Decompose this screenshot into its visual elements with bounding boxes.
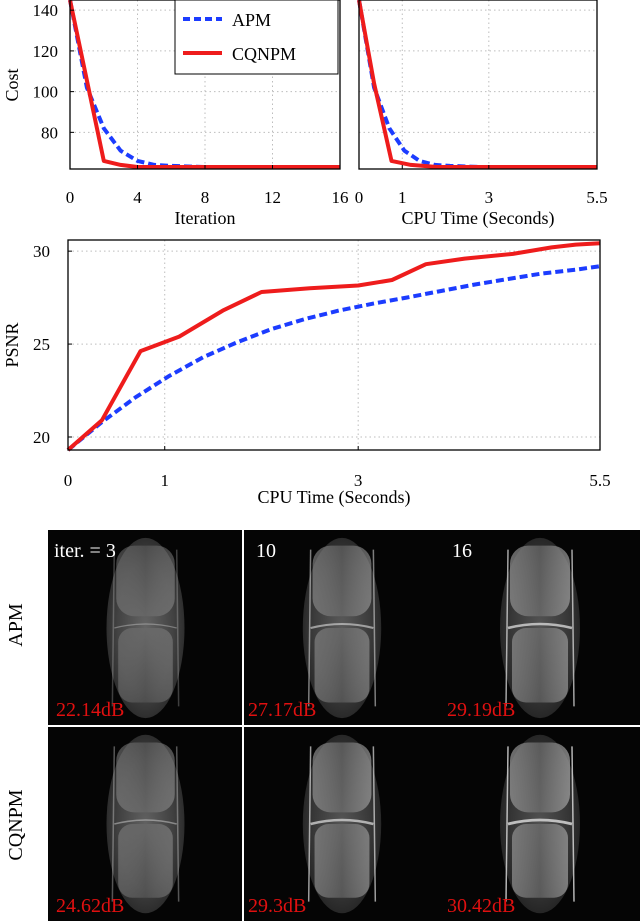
iteration-label: iter. = 3 [54, 540, 116, 562]
tibia-shape [314, 824, 370, 898]
x-tick-label: 4 [133, 188, 142, 207]
y-axis-label: PSNR [2, 322, 22, 367]
tibia-shape [314, 628, 370, 703]
tibia-shape [118, 824, 173, 898]
cost-vs-cpu-time-chart: 0 1 3 5.5 CPU Time (Seconds) [355, 0, 608, 229]
legend-box [174, 0, 339, 75]
row-label-apm: APM [5, 603, 27, 647]
legend-label-cqnpm: CQNPM [232, 44, 296, 64]
psnr-value: 29.19dB [447, 699, 515, 721]
x-tick-label: 0 [66, 188, 75, 207]
x-tick-label: 1 [398, 188, 407, 207]
y-tick-label: 30 [33, 242, 50, 261]
y-tick-label: 100 [33, 83, 59, 102]
y-axis-label: Cost [2, 68, 22, 101]
tibia-shape [512, 628, 568, 703]
bone-edge [571, 746, 575, 902]
x-tick-label: 12 [264, 188, 281, 207]
tibia-shape [118, 628, 173, 703]
x-axis-label: CPU Time (Seconds) [401, 208, 554, 229]
psnr-value: 30.42dB [447, 895, 515, 917]
psnr-vs-cpu-time-chart: 0 1 3 5.5 20 25 30 CPU Time (Seconds) PSNR [2, 239, 611, 508]
bone-edge [175, 746, 180, 902]
femur-shape [510, 742, 570, 813]
psnr-value: 24.62dB [56, 895, 124, 917]
joint-line [114, 819, 177, 825]
legend-label-apm: APM [232, 10, 271, 30]
bone-edge [307, 746, 312, 902]
iteration-label: 10 [256, 540, 276, 562]
bone-edge [505, 746, 509, 902]
femur-shape [116, 742, 175, 813]
bone-edge [372, 746, 377, 902]
mri-panel [244, 530, 440, 726]
x-tick-label: 3 [354, 471, 363, 490]
bone-edge [111, 746, 116, 902]
series-line-apm [66, 264, 601, 452]
femur-shape [510, 545, 570, 617]
cost-vs-iteration-chart: 0 4 8 12 16 80 100 120 140 Iteration Cost APM C… [2, 0, 349, 228]
plot-frame [358, 0, 598, 170]
legend: APM CQNPM [174, 0, 339, 75]
iteration-label: 16 [452, 540, 472, 562]
mri-panel [48, 727, 243, 921]
y-tick-label: 25 [33, 335, 50, 354]
row-label-cqnpm: CQNPM [5, 789, 27, 860]
joint-line [310, 818, 374, 826]
x-tick-label: 5.5 [586, 188, 607, 207]
bone-edge [175, 549, 180, 707]
series-line-apm [357, 0, 597, 169]
y-tick-label: 20 [33, 428, 50, 447]
joint-line [507, 622, 573, 630]
mri-panel [440, 530, 640, 726]
y-tick-label: 120 [33, 42, 59, 61]
psnr-value: 22.14dB [56, 699, 124, 721]
x-tick-label: 1 [160, 471, 169, 490]
femur-shape [312, 742, 372, 813]
joint-line [507, 818, 573, 826]
bone-edge [571, 549, 575, 707]
joint-line [310, 622, 374, 630]
y-tick-label: 80 [41, 123, 58, 142]
bone-edge [505, 549, 509, 707]
psnr-value: 27.17dB [248, 699, 316, 721]
x-tick-label: 3 [485, 188, 494, 207]
mri-panel [440, 727, 640, 921]
mri-panel [244, 727, 440, 921]
series-line-cqnpm [68, 0, 340, 169]
x-tick-label: 16 [332, 188, 349, 207]
psnr-value: 29.3dB [248, 895, 306, 917]
plot-frame [67, 239, 601, 451]
x-axis-label: Iteration [175, 208, 236, 228]
series-line-cqnpm [357, 0, 597, 169]
x-tick-label: 0 [64, 471, 73, 490]
femur-shape [312, 545, 372, 617]
x-tick-label: 5.5 [589, 471, 610, 490]
x-axis-label: CPU Time (Seconds) [257, 487, 410, 508]
y-tick-label: 140 [33, 1, 59, 20]
tibia-shape [512, 824, 568, 898]
bone-edge [307, 549, 312, 707]
joint-line [114, 623, 177, 629]
bone-edge [372, 549, 377, 707]
reconstruction-grid: APM CQNPM iter. = 3 10 16 22.14dB 27.17d… [5, 530, 640, 921]
femur-shape [116, 545, 175, 617]
x-tick-label: 8 [201, 188, 210, 207]
x-tick-label: 0 [355, 188, 364, 207]
bone-edge [111, 549, 116, 707]
series-line-cqnpm [66, 241, 601, 452]
mri-panel [48, 530, 243, 726]
